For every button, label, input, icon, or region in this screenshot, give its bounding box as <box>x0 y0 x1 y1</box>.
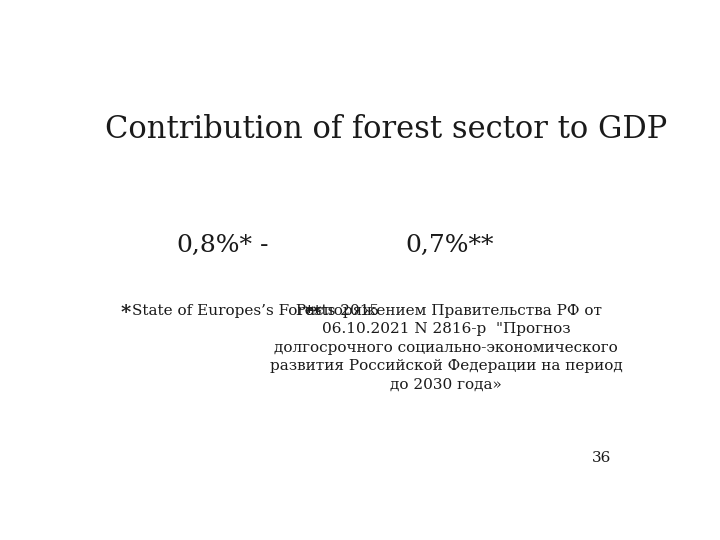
Text: 36: 36 <box>593 451 612 465</box>
Text: Распоряжением Правительства РФ от
06.10.2021 N 2816-р  "Прогноз
долгосрочного со: Распоряжением Правительства РФ от 06.10.… <box>269 304 622 392</box>
Text: 0,8%*: 0,8%* <box>176 234 253 257</box>
Text: 0,7%**: 0,7%** <box>405 234 494 257</box>
Text: *: * <box>121 304 131 322</box>
Text: Contribution of forest sector to GDP: Contribution of forest sector to GDP <box>104 114 667 145</box>
Text: -: - <box>260 234 269 257</box>
Text: State of Europes’s Forests 2015: State of Europes’s Forests 2015 <box>132 304 379 318</box>
Text: **: ** <box>305 304 323 321</box>
